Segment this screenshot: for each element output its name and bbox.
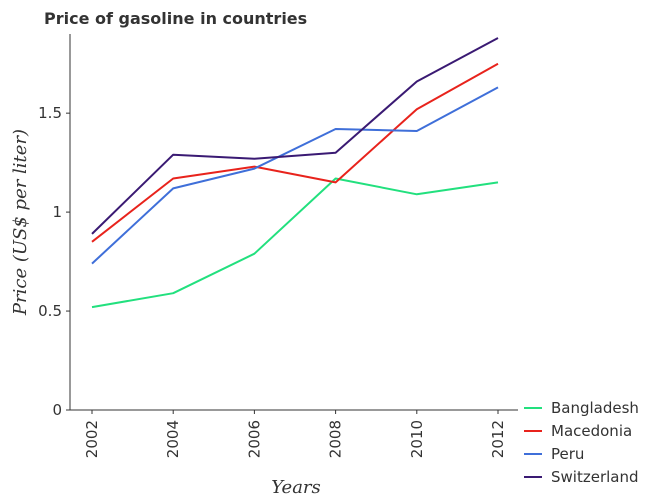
series-line-bangladesh — [91, 177, 499, 309]
x-tick-label: 2004 — [164, 420, 182, 458]
series-line-peru — [91, 86, 499, 265]
legend-label-bangladesh: Bangladesh — [551, 399, 639, 417]
x-tick-label: 2010 — [408, 420, 426, 458]
x-tick-label: 2012 — [489, 420, 507, 458]
x-ticks: 2002 2004 2006 2008 2010 2012 — [83, 410, 507, 458]
series-line-macedonia — [91, 62, 499, 243]
legend-label-switzerland: Switzerland — [551, 468, 639, 486]
legend-label-peru: Peru — [551, 445, 584, 463]
y-tick-label: 1.5 — [38, 104, 62, 122]
legend-label-macedonia: Macedonia — [551, 422, 632, 440]
y-tick-label: 1 — [52, 203, 62, 221]
series-lines — [91, 37, 499, 309]
legend: Bangladesh Macedonia Peru Switzerland — [524, 399, 639, 486]
y-tick-label: 0 — [52, 401, 62, 419]
x-tick-label: 2002 — [83, 420, 101, 458]
x-tick-label: 2008 — [327, 420, 345, 458]
y-tick-label: 0.5 — [38, 302, 62, 320]
y-axis-label: Price (US$ per liter) — [10, 129, 31, 316]
chart-title: Price of gasoline in countries — [44, 9, 307, 28]
x-axis-label: Years — [271, 477, 321, 498]
x-tick-label: 2006 — [245, 420, 263, 458]
series-line-switzerland — [91, 37, 499, 235]
y-ticks: 0 0.5 1 1.5 — [38, 104, 70, 419]
